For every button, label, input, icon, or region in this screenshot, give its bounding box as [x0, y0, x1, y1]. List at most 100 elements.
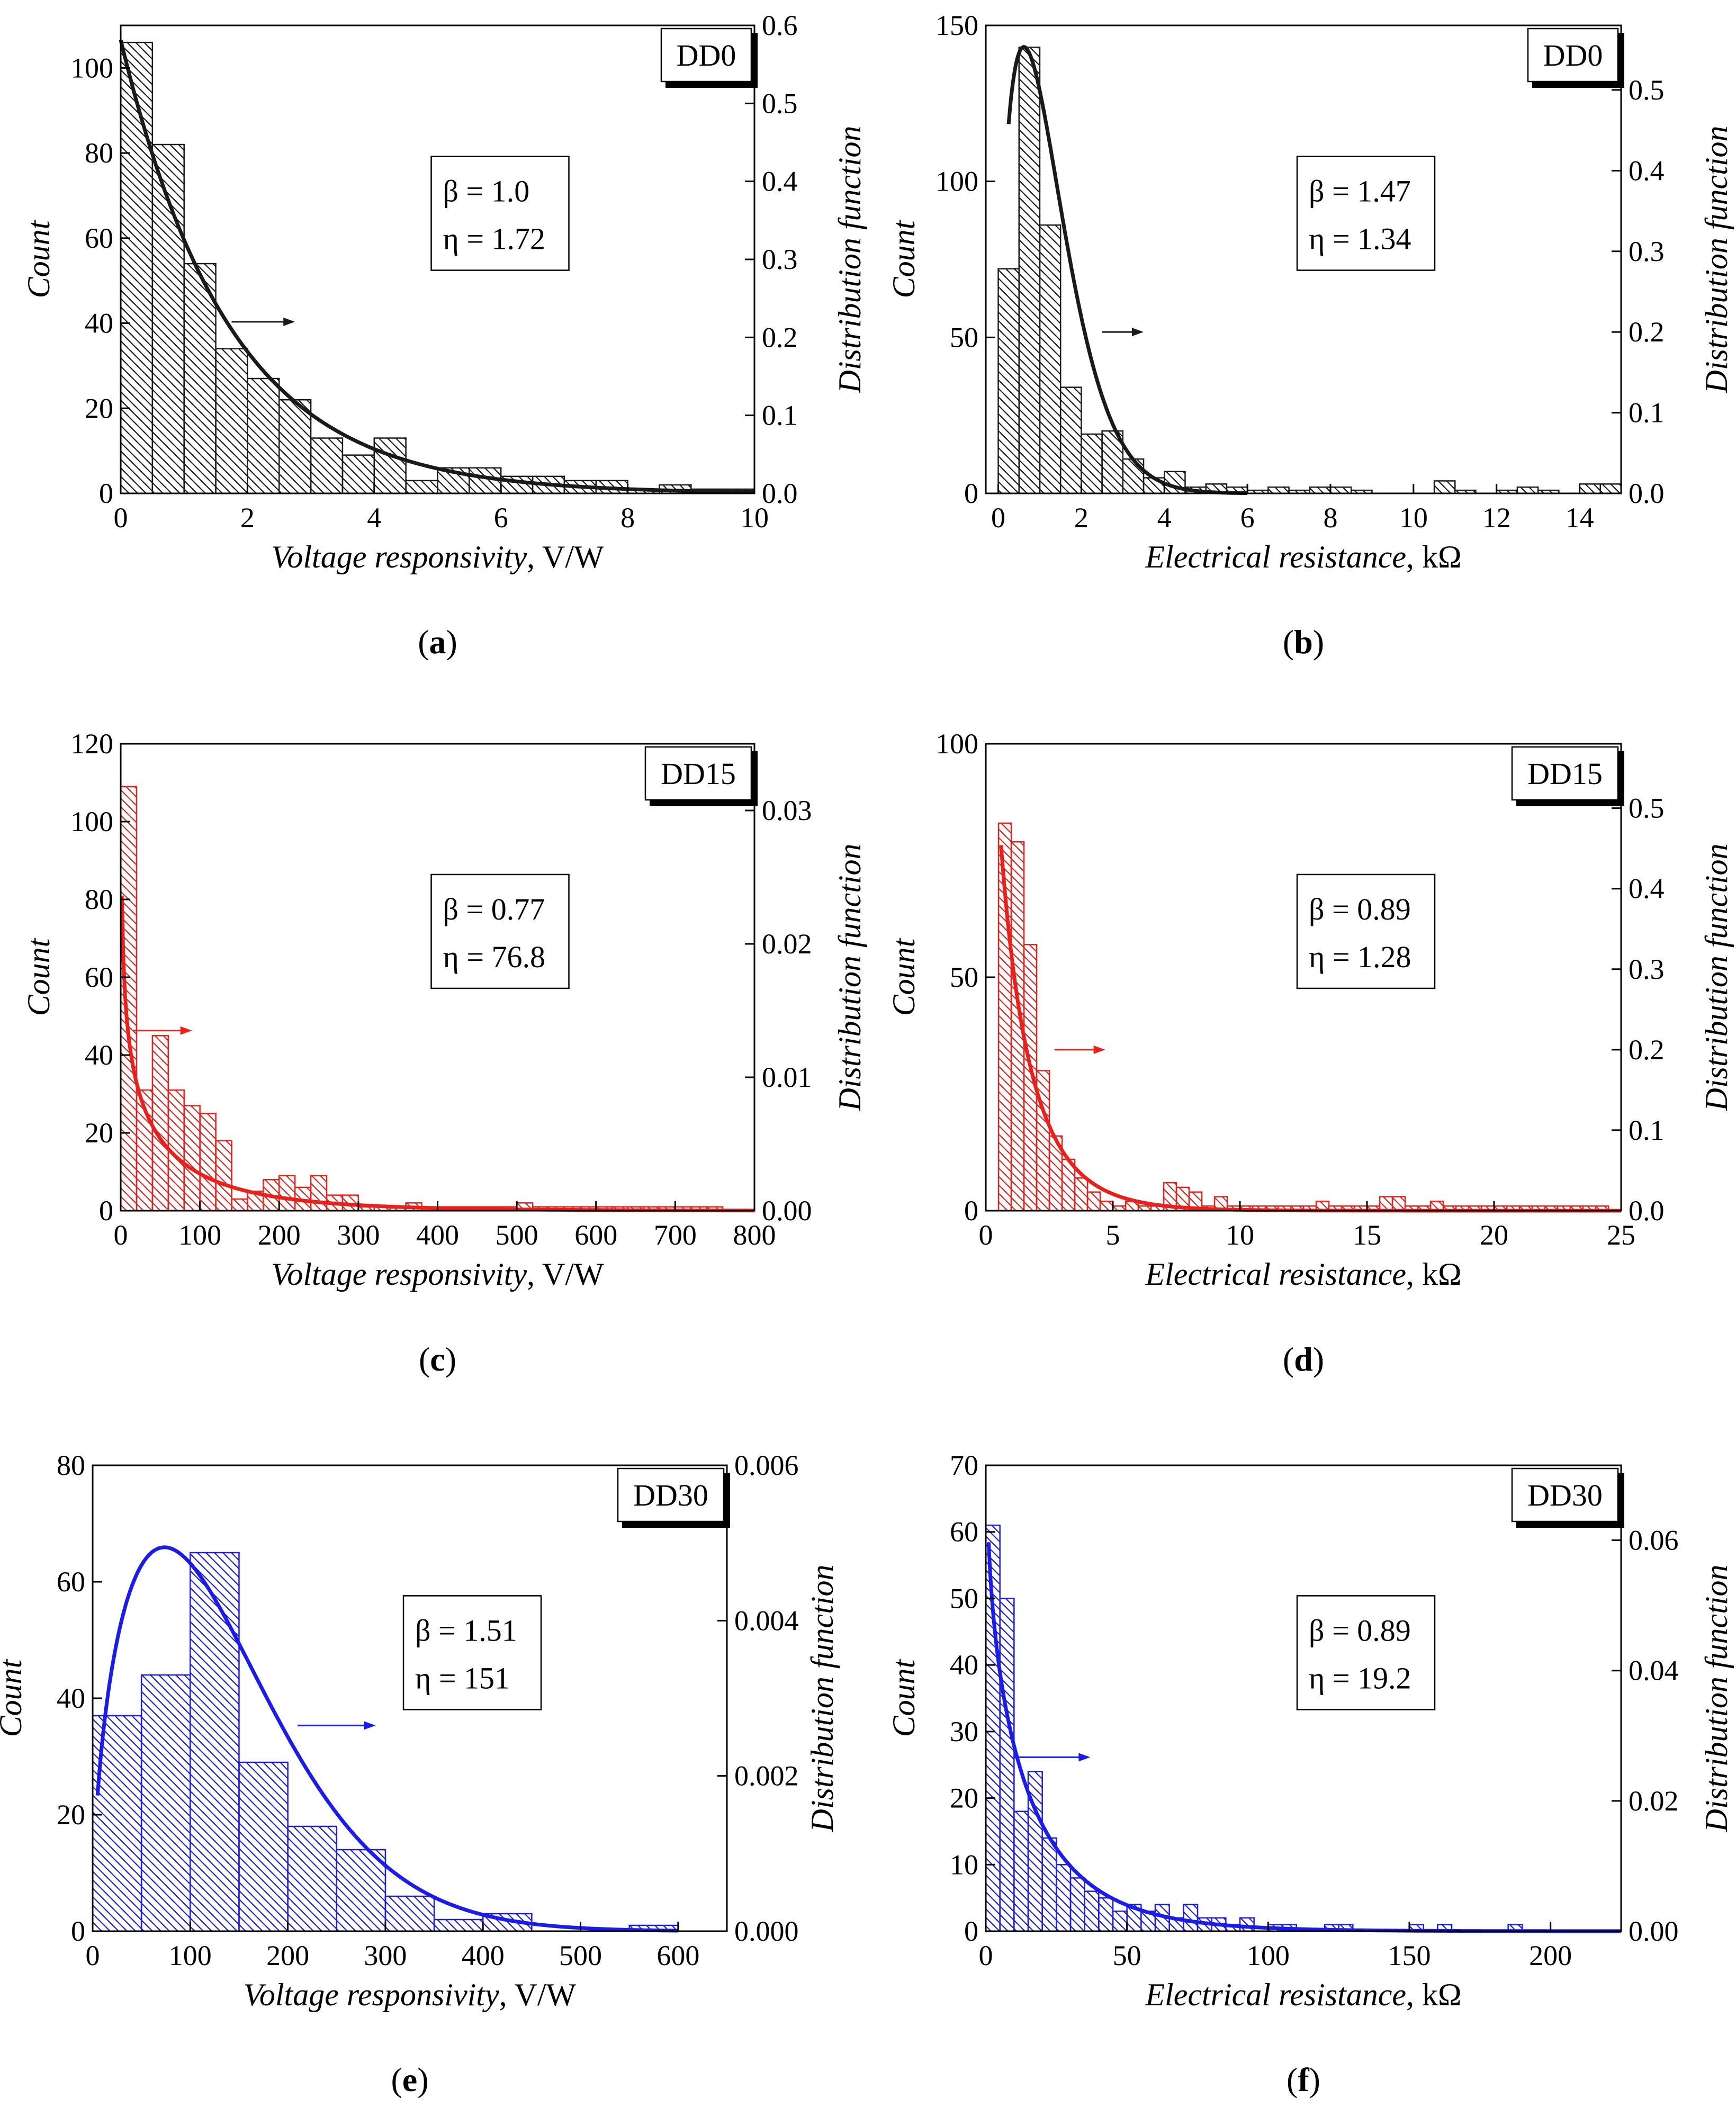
histogram-bar	[1309, 486, 1332, 494]
y2-tick-label: 0.02	[762, 928, 812, 960]
y2-axis-title: Distribution function	[1699, 843, 1734, 1111]
y-axis-title: Count	[21, 220, 56, 298]
y2-tick-label: 0.01	[762, 1061, 812, 1093]
histogram-bar	[1013, 1810, 1029, 1932]
histogram-bar	[1039, 224, 1062, 494]
y2-tick-label: 0.6	[762, 10, 798, 41]
histogram-bar	[373, 437, 407, 494]
y2-tick-label: 0.4	[762, 166, 798, 197]
histogram-bar	[341, 454, 375, 494]
beta-label: β = 0.77	[443, 892, 545, 926]
y2-tick-label: 0.0	[762, 478, 798, 509]
histogram-bar	[1239, 1917, 1255, 1932]
y-tick-label: 100	[936, 166, 978, 197]
histogram-bar	[215, 1140, 232, 1212]
histogram-bar	[120, 41, 154, 494]
eta-label: η = 1.28	[1309, 940, 1411, 974]
parameter-box	[402, 1595, 542, 1710]
x-tick-label: 8	[1323, 502, 1337, 534]
histogram-bar	[1069, 1877, 1085, 1932]
histogram-bar	[140, 1674, 191, 1932]
parameter-box	[430, 156, 570, 271]
arrow-head	[364, 1721, 376, 1730]
histogram-bar	[183, 1105, 201, 1212]
arrow-head	[1093, 1045, 1105, 1054]
y2-tick-label: 0.1	[762, 400, 798, 431]
histogram-bar	[1579, 483, 1602, 494]
x-tick-label: 100	[169, 1940, 212, 1971]
x-tick-label: 500	[559, 1940, 602, 1971]
y2-tick-label: 0.03	[762, 795, 812, 826]
y2-axis-title: Distribution function	[832, 843, 867, 1111]
x-axis-title: Voltage responsivity, V/W	[271, 1257, 604, 1292]
histogram-bar	[1599, 483, 1622, 494]
histogram-bar	[1081, 433, 1103, 494]
x-tick-label: 10	[740, 502, 769, 534]
x-tick-label: 600	[656, 1940, 699, 1971]
y-tick-label: 60	[85, 961, 113, 993]
eta-label: η = 1.72	[443, 222, 546, 256]
histogram-bar	[384, 1895, 435, 1932]
weibull-fit-curve	[95, 1545, 678, 1933]
y-tick-label: 0	[71, 1915, 85, 1947]
sample-tag: DD15	[1527, 756, 1603, 791]
x-tick-label: 2	[1074, 502, 1089, 534]
y-tick-label: 40	[85, 308, 113, 339]
sample-tag: DD0	[1543, 38, 1603, 73]
weibull-fit-curve	[119, 39, 754, 494]
y-tick-label: 40	[57, 1682, 85, 1714]
x-tick-label: 200	[266, 1940, 309, 1971]
y-tick-label: 80	[57, 1449, 85, 1481]
beta-label: β = 0.89	[1309, 1613, 1411, 1647]
panel-label: (a)	[418, 623, 457, 661]
x-tick-label: 10	[1226, 1219, 1254, 1251]
histogram-bar	[1379, 1196, 1393, 1212]
x-tick-label: 400	[416, 1219, 459, 1251]
x-tick-label: 300	[337, 1219, 380, 1251]
x-tick-label: 200	[1529, 1940, 1572, 1971]
y2-axis-title: Distribution function	[1699, 1564, 1734, 1832]
x-tick-label: 2	[240, 502, 255, 534]
x-tick-label: 0	[114, 502, 128, 534]
x-tick-label: 50	[1113, 1940, 1141, 1971]
histogram-bar	[1183, 1904, 1199, 1932]
y-tick-label: 50	[950, 321, 978, 353]
x-tick-label: 700	[654, 1219, 697, 1251]
y2-tick-label: 0.3	[762, 244, 798, 275]
x-axis-title: Electrical resistance, kΩ	[1145, 539, 1461, 574]
histogram-bar	[1041, 1837, 1057, 1932]
histogram-bar	[310, 437, 344, 494]
y2-tick-label: 0.0	[1629, 478, 1665, 509]
y-tick-label: 0	[99, 478, 113, 509]
y2-tick-label: 0.00	[762, 1195, 812, 1227]
x-tick-label: 6	[494, 502, 508, 534]
y2-tick-label: 0.02	[1629, 1785, 1679, 1817]
y2-tick-label: 0.0	[1629, 1195, 1665, 1227]
x-tick-label: 20	[1480, 1219, 1508, 1251]
y2-tick-label: 0.000	[734, 1915, 799, 1947]
y2-tick-label: 0.004	[734, 1605, 799, 1636]
y-tick-label: 100	[70, 52, 113, 84]
y-tick-label: 70	[950, 1449, 978, 1481]
histogram-bar	[1086, 1191, 1101, 1212]
histogram-bar	[247, 377, 280, 494]
x-tick-label: 0	[979, 1219, 993, 1251]
histogram-bars	[120, 786, 724, 1212]
sample-tag-box	[617, 1467, 725, 1523]
x-tick-label: 5	[1106, 1219, 1120, 1251]
histogram-bars	[997, 47, 1622, 494]
parameter-box	[1296, 873, 1436, 989]
x-tick-label: 0	[979, 1940, 993, 1971]
histogram-bar	[238, 1761, 289, 1932]
panel-label: (f)	[1287, 2061, 1320, 2098]
histogram-bar	[231, 1198, 248, 1212]
sample-tag-box	[644, 746, 752, 801]
histogram-bar	[1391, 1196, 1406, 1212]
eta-label: η = 151	[415, 1661, 510, 1695]
y2-tick-label: 0.1	[1629, 1114, 1665, 1146]
panel-f: 0 50 100 150 200 0 10 20 30 40 50 60 70 0.00 0.02 0.04 0…	[886, 1449, 1734, 2098]
histogram-bar	[310, 1175, 328, 1212]
sample-tag: DD30	[1527, 1478, 1603, 1512]
x-tick-label: 15	[1353, 1219, 1381, 1251]
